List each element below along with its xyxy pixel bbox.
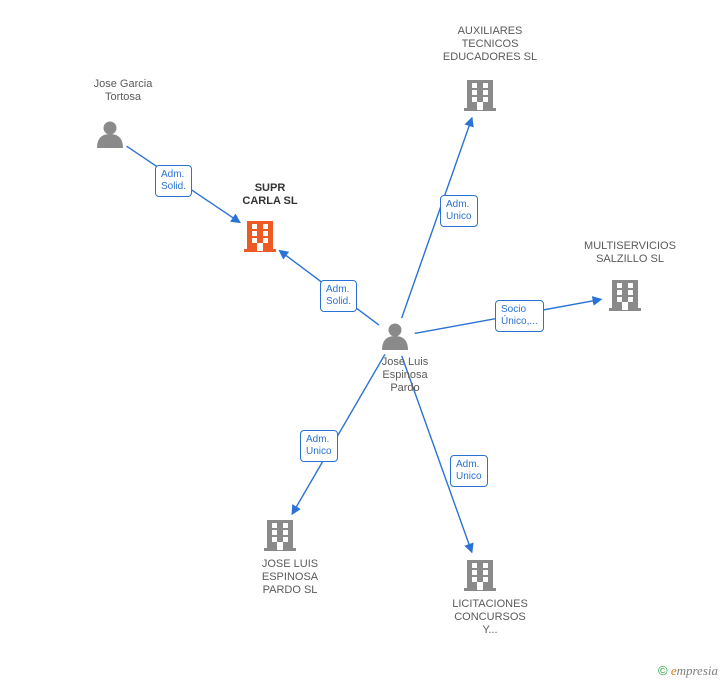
company-icon-supr[interactable] [244,221,276,252]
edge-jlep-multi [415,299,602,333]
edge-jgt-supr [127,146,241,222]
company-icon-multi[interactable] [609,280,641,311]
company-icon-aux[interactable] [464,80,496,111]
watermark-copy: © [658,663,668,678]
watermark: © empresia [658,663,718,679]
edge-jlep-jleps [292,354,385,514]
person-icon-jlep[interactable] [382,324,408,351]
edge-jlep-lic [402,356,472,553]
edge-jlep-supr [279,250,379,325]
company-icon-jleps[interactable] [264,520,296,551]
diagram-canvas [0,0,728,685]
watermark-brand-rest: mpresia [677,663,718,678]
edge-jlep-aux [402,118,472,318]
company-icon-lic[interactable] [464,560,496,591]
person-icon-jgt[interactable] [97,122,123,149]
